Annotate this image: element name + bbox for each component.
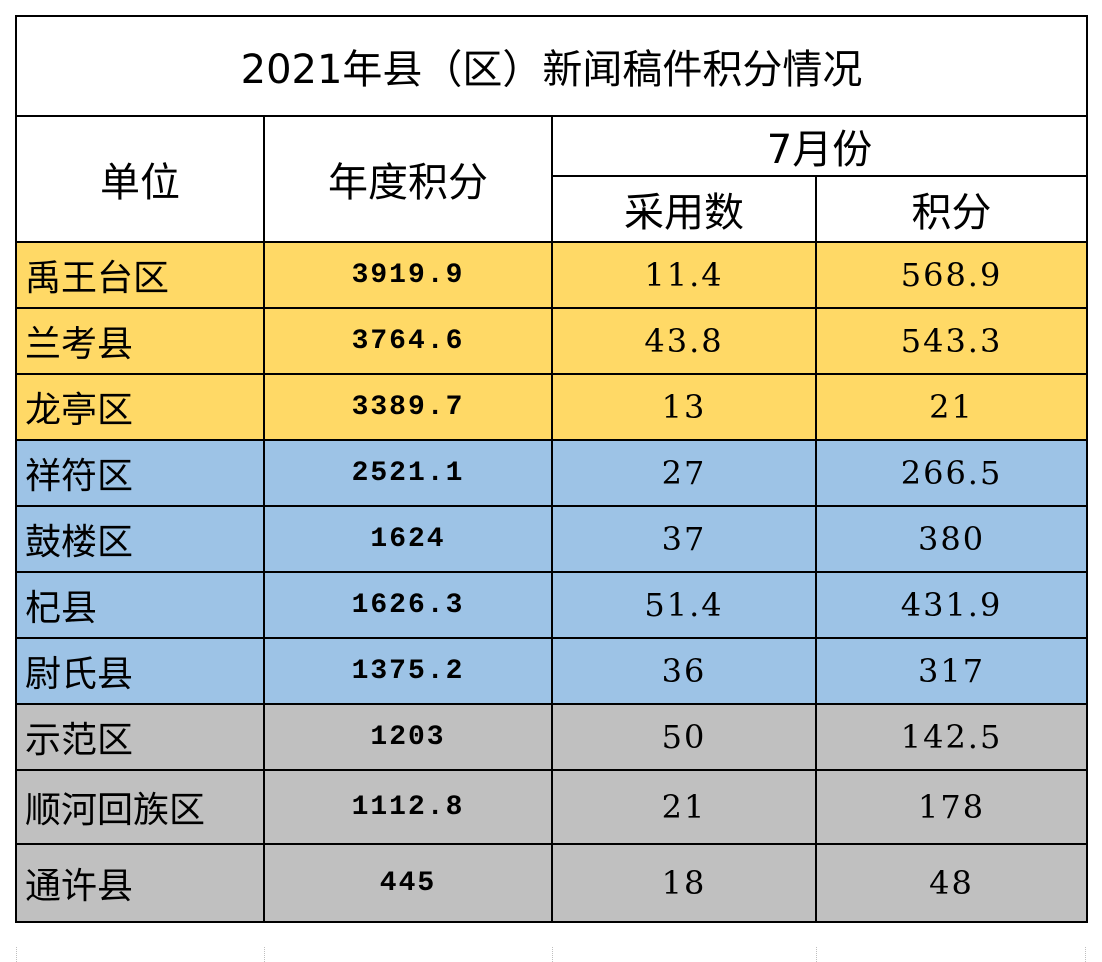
cell-unit: 鼓楼区 — [15, 505, 265, 573]
cell-annual: 3764.6 — [263, 307, 553, 375]
header-month: 7月份 — [550, 115, 1089, 177]
cell-unit: 祥符区 — [15, 439, 265, 507]
cell-adopted: 37 — [551, 505, 817, 573]
cell-adopted: 21 — [551, 769, 817, 845]
cell-annual: 3919.9 — [263, 241, 553, 309]
cell-unit: 顺河回族区 — [15, 769, 265, 845]
table-title: 2021年县（区）新闻稿件积分情况 — [14, 15, 1089, 117]
header-adopted-count: 采用数 — [551, 175, 817, 243]
table-row: 龙亭区 3389.7 13 21 — [15, 373, 1089, 441]
gridline-tail — [1085, 947, 1086, 962]
cell-points: 431.9 — [814, 571, 1089, 639]
cell-adopted: 51.4 — [551, 571, 817, 639]
table-row: 通许县 445 18 48 — [15, 843, 1089, 923]
cell-points: 543.3 — [814, 307, 1089, 375]
cell-unit: 兰考县 — [15, 307, 265, 375]
cell-adopted: 43.8 — [551, 307, 817, 375]
cell-adopted: 36 — [551, 637, 817, 705]
cell-points: 568.9 — [814, 241, 1089, 309]
cell-annual: 1375.2 — [263, 637, 553, 705]
cell-annual: 445 — [263, 843, 553, 923]
gridline-tail — [552, 947, 553, 962]
cell-points: 48 — [814, 843, 1089, 923]
header-annual-score: 年度积分 — [263, 115, 553, 243]
cell-adopted: 13 — [551, 373, 817, 441]
cell-adopted: 18 — [551, 843, 817, 923]
cell-unit: 示范区 — [15, 703, 265, 771]
cell-points: 21 — [814, 373, 1089, 441]
header-month-score: 积分 — [814, 175, 1089, 243]
cell-annual: 1626.3 — [263, 571, 553, 639]
cell-points: 142.5 — [814, 703, 1089, 771]
cell-unit: 通许县 — [15, 843, 265, 923]
table-row: 顺河回族区 1112.8 21 178 — [15, 769, 1089, 845]
header-unit: 单位 — [15, 115, 265, 243]
cell-annual: 1112.8 — [263, 769, 553, 845]
cell-points: 317 — [814, 637, 1089, 705]
table-row: 禹王台区 3919.9 11.4 568.9 — [15, 241, 1089, 309]
table-row: 兰考县 3764.6 43.8 543.3 — [15, 307, 1089, 375]
cell-adopted: 50 — [551, 703, 817, 771]
gridline-tail — [264, 947, 265, 962]
cell-annual: 1624 — [263, 505, 553, 573]
score-table: 2021年县（区）新闻稿件积分情况 单位 年度积分 7月份 采用数 积分 禹王台… — [14, 15, 1089, 923]
cell-unit: 龙亭区 — [15, 373, 265, 441]
table-row: 鼓楼区 1624 37 380 — [15, 505, 1089, 573]
cell-points: 380 — [814, 505, 1089, 573]
table-row: 示范区 1203 50 142.5 — [15, 703, 1089, 771]
cell-adopted: 27 — [551, 439, 817, 507]
cell-points: 178 — [814, 769, 1089, 845]
cell-annual: 3389.7 — [263, 373, 553, 441]
cell-points: 266.5 — [814, 439, 1089, 507]
cell-unit: 禹王台区 — [15, 241, 265, 309]
cell-adopted: 11.4 — [551, 241, 817, 309]
cell-unit: 尉氏县 — [15, 637, 265, 705]
table-row: 尉氏县 1375.2 36 317 — [15, 637, 1089, 705]
cell-unit: 杞县 — [15, 571, 265, 639]
cell-annual: 2521.1 — [263, 439, 553, 507]
gridline-tail — [816, 947, 817, 962]
gridline-tail — [16, 947, 17, 962]
cell-annual: 1203 — [263, 703, 553, 771]
table-row: 祥符区 2521.1 27 266.5 — [15, 439, 1089, 507]
table-row: 杞县 1626.3 51.4 431.9 — [15, 571, 1089, 639]
